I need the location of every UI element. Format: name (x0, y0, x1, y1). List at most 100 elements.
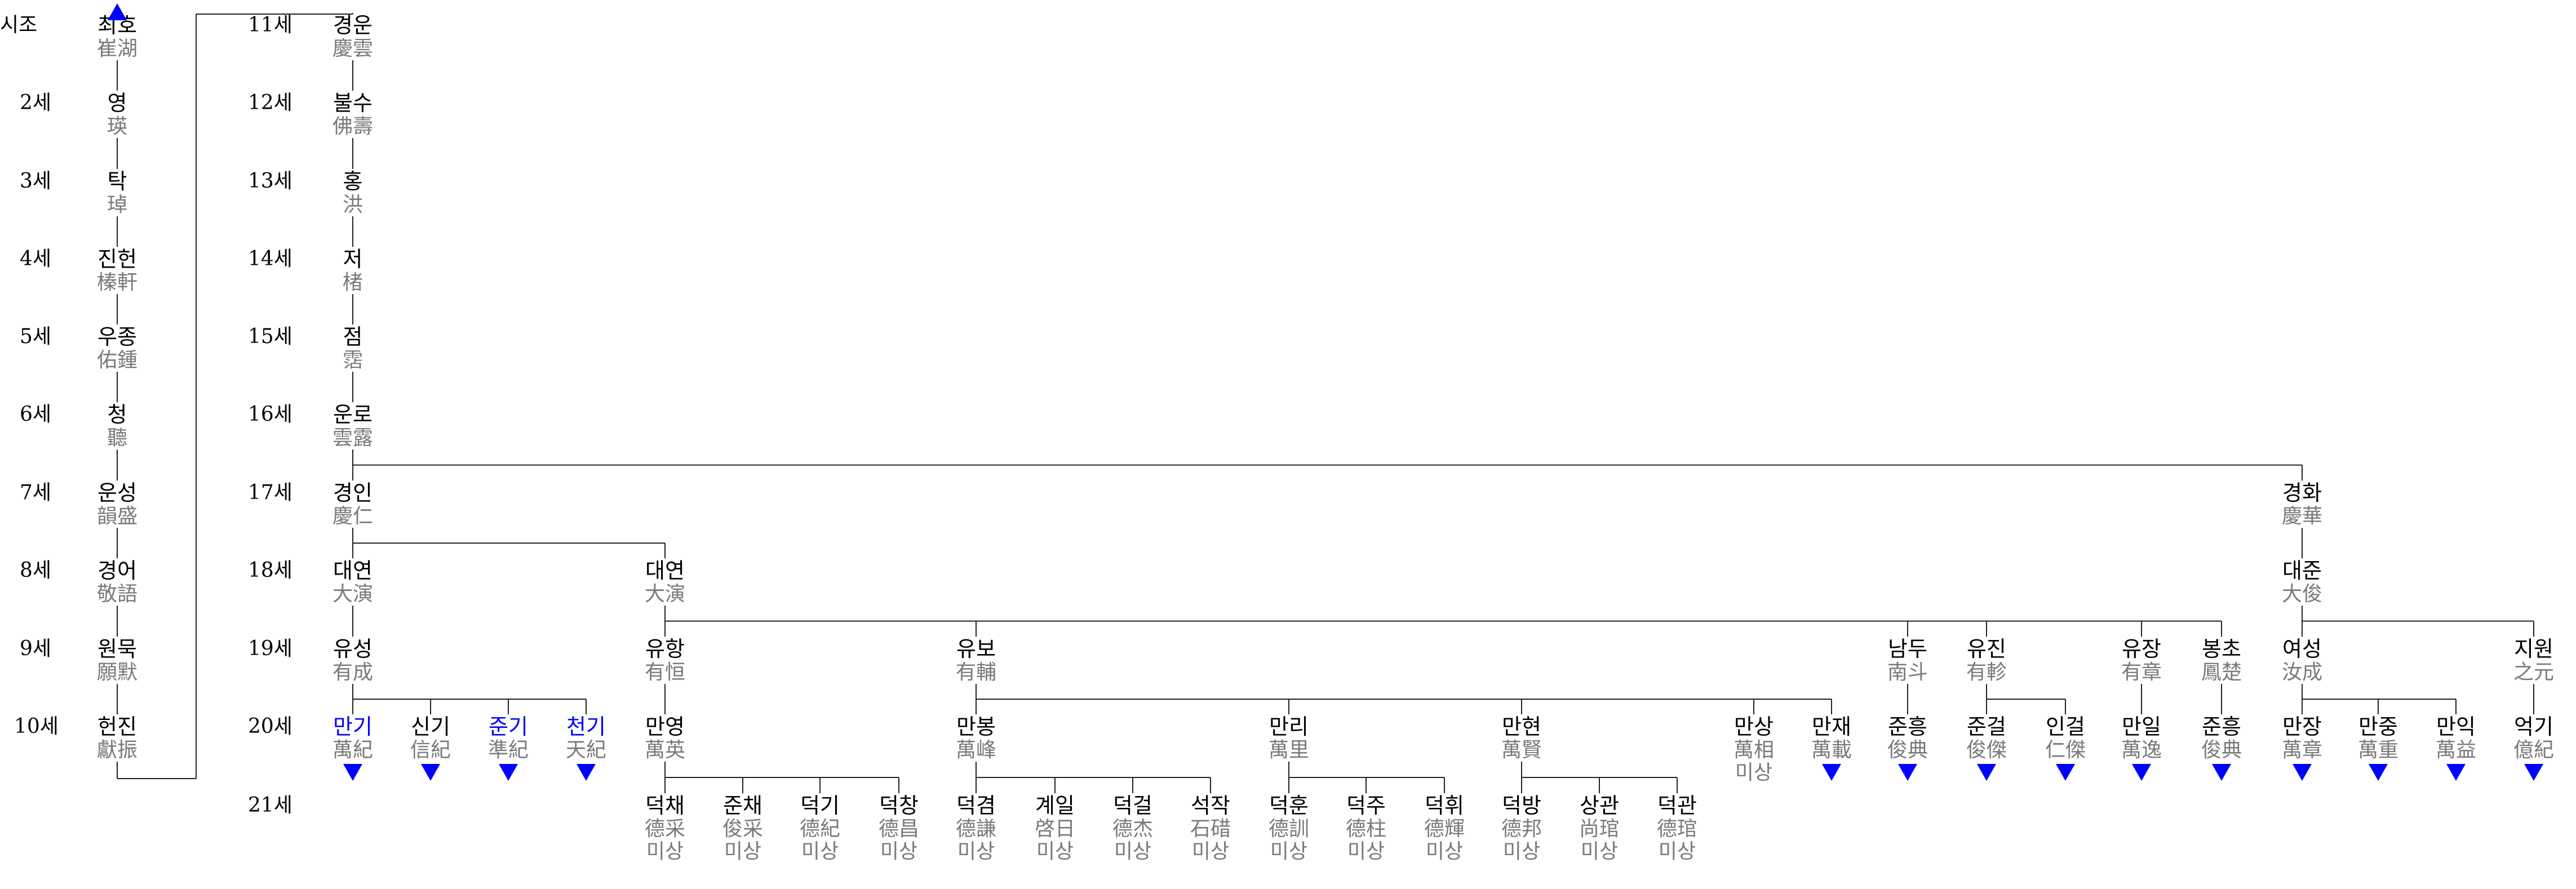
person-node[interactable]: 만기 萬紀 (319, 714, 387, 762)
person-node[interactable]: 봉초 鳳楚 (2188, 637, 2255, 684)
expand-descendants-icon[interactable] (2446, 764, 2466, 781)
person-node[interactable]: 경화 慶華 (2268, 481, 2336, 528)
person-korean-name: 진헌 (97, 247, 137, 272)
person-korean-name: 준흥 (1888, 714, 1927, 739)
generation-label-g9: 9세 (20, 637, 52, 660)
person-node[interactable]: 덕창 德昌 미상 (865, 793, 933, 863)
expand-descendants-icon[interactable] (2056, 764, 2075, 781)
person-node[interactable]: 준걸 俊傑 (1953, 714, 2020, 762)
person-korean-name: 대연 (645, 558, 685, 583)
expand-descendants-icon[interactable] (1898, 764, 1917, 781)
person-node[interactable]: 만리 萬里 (1255, 714, 1323, 762)
person-node[interactable]: 덕기 德紀 미상 (786, 793, 854, 863)
person-korean-name: 경화 (2282, 481, 2322, 505)
generation-label-g16: 16세 (248, 403, 292, 426)
person-node[interactable]: 만영 萬英 (631, 714, 699, 762)
expand-descendants-icon[interactable] (2293, 764, 2312, 781)
person-korean-name: 준흥 (2202, 714, 2241, 739)
person-node[interactable]: 준흥 俊典 (1874, 714, 1941, 762)
person-node[interactable]: 여성 汝成 (2268, 637, 2336, 684)
person-node[interactable]: 덕관 德琯 미상 (1643, 793, 1711, 863)
person-node[interactable]: 덕훈 德訓 미상 (1255, 793, 1323, 863)
person-node[interactable]: 대연 大演 (631, 558, 699, 606)
person-node[interactable]: 유진 有軫 (1953, 637, 2020, 684)
person-node[interactable]: 만장 萬章 (2268, 714, 2336, 762)
person-node[interactable]: 우종 佑鍾 (83, 325, 151, 372)
person-hanja-name: 德杰 (1112, 817, 1153, 841)
person-node[interactable]: 만익 萬益 (2422, 714, 2490, 762)
expand-descendants-icon[interactable] (577, 764, 596, 781)
person-node[interactable]: 지원 之元 (2500, 637, 2568, 684)
expand-descendants-icon[interactable] (2369, 764, 2388, 781)
person-node[interactable]: 대준 大俊 (2268, 558, 2336, 606)
person-hanja-name: 德柱 (1345, 817, 1386, 841)
expand-descendants-icon[interactable] (2132, 764, 2151, 781)
person-note: 미상 (1036, 840, 1074, 863)
person-note: 미상 (1191, 840, 1230, 863)
person-node[interactable]: 운성 韻盛 (83, 481, 151, 528)
person-node[interactable]: 덕방 德邦 미상 (1488, 793, 1555, 863)
expand-descendants-icon[interactable] (2524, 764, 2543, 781)
person-node[interactable]: 신기 信紀 (397, 714, 464, 762)
person-korean-name: 덕방 (1502, 793, 1541, 818)
person-node[interactable]: 덕겸 德謙 미상 (942, 793, 1010, 863)
person-node[interactable]: 준흥 俊典 (2188, 714, 2255, 762)
person-node[interactable]: 덕채 德采 미상 (631, 793, 699, 863)
person-node[interactable]: 유성 有成 (319, 637, 387, 684)
expand-descendants-icon[interactable] (499, 764, 518, 781)
person-node[interactable]: 운로 雲露 (319, 402, 387, 450)
person-node[interactable]: 원묵 願默 (83, 637, 151, 684)
person-node[interactable]: 불수 佛壽 (319, 91, 387, 138)
person-korean-name: 운로 (333, 402, 373, 427)
person-node[interactable]: 만현 萬賢 (1488, 714, 1555, 762)
person-node[interactable]: 만일 萬逸 (2108, 714, 2175, 762)
person-node[interactable]: 만중 萬重 (2344, 714, 2412, 762)
person-korean-name: 여성 (2282, 637, 2322, 661)
person-note: 미상 (1580, 840, 1619, 863)
person-korean-name: 유성 (333, 637, 373, 661)
person-node[interactable]: 천기 天紀 (552, 714, 620, 762)
person-node[interactable]: 진헌 榛軒 (83, 247, 151, 294)
person-node[interactable]: 경어 敬語 (83, 558, 151, 606)
person-node[interactable]: 덕휘 德輝 미상 (1411, 793, 1478, 863)
person-node[interactable]: 남두 南斗 (1874, 637, 1941, 684)
person-node[interactable]: 만재 萬載 (1798, 714, 1865, 762)
person-node[interactable]: 인걸 仁傑 (2032, 714, 2099, 762)
person-node[interactable]: 경인 慶仁 (319, 481, 387, 528)
person-node[interactable]: 상관 尚琯 미상 (1566, 793, 1633, 863)
person-node[interactable]: 덕주 德柱 미상 (1332, 793, 1400, 863)
person-korean-name: 덕휘 (1425, 793, 1464, 818)
person-node[interactable]: 헌진 獻振 (83, 714, 151, 762)
expand-descendants-icon[interactable] (2212, 764, 2231, 781)
person-node[interactable]: 유항 有恒 (631, 637, 699, 684)
person-hanja-name: 有軫 (1966, 661, 2007, 684)
person-node[interactable]: 대연 大演 (319, 558, 387, 606)
person-node[interactable]: 유보 有輔 (942, 637, 1010, 684)
person-node[interactable]: 만봉 萬峰 (942, 714, 1010, 762)
person-node[interactable]: 석작 石碏 미상 (1177, 793, 1244, 863)
person-node[interactable]: 억기 億紀 (2500, 714, 2568, 762)
person-node[interactable]: 덕걸 德杰 미상 (1099, 793, 1167, 863)
person-node[interactable]: 경운 慶雲 (319, 13, 387, 60)
person-node[interactable]: 준기 準紀 (475, 714, 542, 762)
person-node[interactable]: 만상 萬相 미상 (1720, 714, 1788, 784)
person-node[interactable]: 준채 俊采 미상 (709, 793, 777, 863)
person-node[interactable]: 유장 有章 (2108, 637, 2175, 684)
expand-ancestors-icon[interactable] (108, 3, 127, 20)
person-hanja-name: 德訓 (1268, 817, 1309, 841)
person-node[interactable]: 계일 啓日 미상 (1021, 793, 1089, 863)
person-hanja-name: 有成 (332, 661, 373, 684)
person-hanja-name: 萬相 (1733, 739, 1774, 762)
expand-descendants-icon[interactable] (1977, 764, 1996, 781)
expand-descendants-icon[interactable] (421, 764, 440, 781)
expand-descendants-icon[interactable] (343, 764, 362, 781)
person-note: 미상 (880, 840, 918, 863)
expand-descendants-icon[interactable] (1822, 764, 1841, 781)
